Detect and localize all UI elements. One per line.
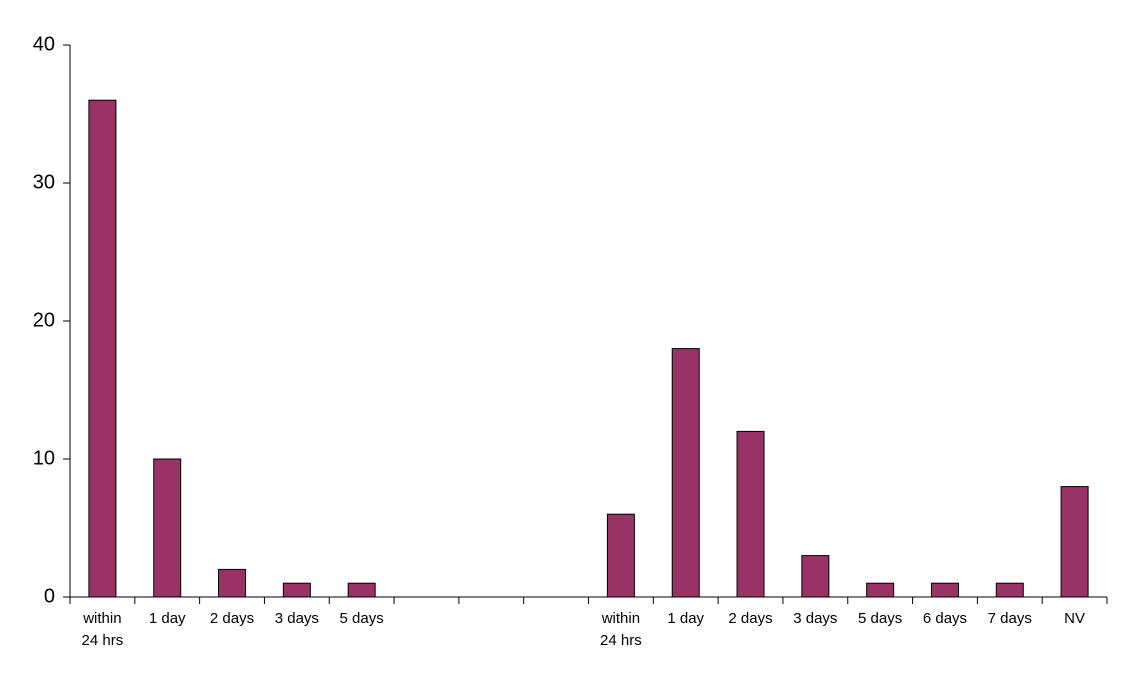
y-tick-label: 30 [33,171,55,193]
bar [930,582,959,598]
x-tick-label: within 24 hrs [600,610,642,649]
x-tick-label: 3 days [274,610,319,627]
x-tick-label: 2 days [728,610,773,627]
x-tick-label: 1 day [148,610,186,627]
bar [88,99,117,598]
x-tick-label: 2 days [209,610,255,627]
y-tick-label: 20 [33,309,55,331]
y-tick-label: 40 [33,33,55,55]
bar [153,458,182,598]
x-tick-label: 6 days [922,610,968,627]
x-tick-label: 5 days [339,610,384,627]
bar [995,582,1024,598]
bar [866,582,895,598]
bar [347,582,376,598]
bar [801,555,830,598]
y-tick-label: 0 [44,585,55,607]
x-tick-label: 1 day [667,610,705,627]
x-tick-label: 3 days [793,610,838,627]
bar [1060,486,1089,598]
bar [736,430,765,598]
x-tick-label: 7 days [987,610,1032,627]
bar [606,513,635,598]
x-tick-label: 5 days [858,610,903,627]
y-tick-label: 10 [33,447,55,469]
x-tick-label: NV [1064,610,1086,627]
bar [218,568,247,598]
x-tick-label: within 24 hrs [81,610,124,649]
bar [282,582,311,598]
bar [671,348,700,598]
